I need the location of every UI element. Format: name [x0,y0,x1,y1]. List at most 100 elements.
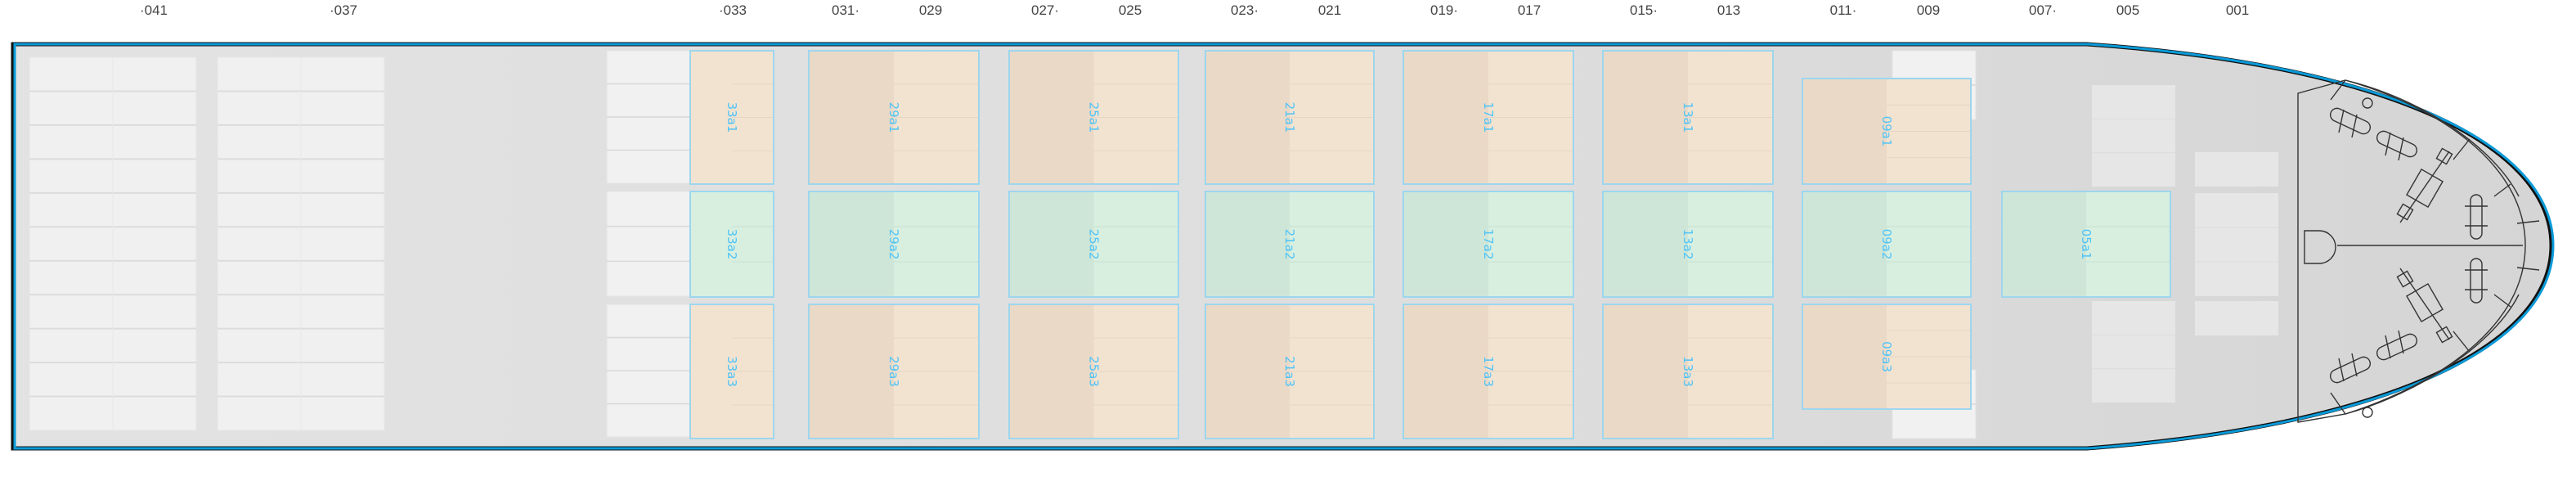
frame-number: ·033 [719,2,747,18]
stack-cell [2092,85,2175,187]
hatch-cover-33a3[interactable]: 33a3 [689,304,774,439]
bay-17: 17a1 17a2 17a3 [1402,50,1574,439]
frame-number: 019· [1430,2,1458,18]
hatch-cover-05a1[interactable]: 05a1 [2001,191,2171,298]
frame-number: 031· [832,2,859,18]
hull-outline-inner [13,43,2555,450]
hatch-cover-17a3[interactable]: 17a3 [1402,304,1574,439]
frame-number: 029 [919,2,942,18]
hatch-cover-09a2[interactable]: 09a2 [1802,191,1972,298]
frame-number: 013 [1717,2,1740,18]
bay-label: 33a3 [725,356,739,387]
hatch-cover-09a3[interactable]: 09a3 [1802,304,1972,410]
hatch-shade [1802,79,1887,184]
hatch-shade [1205,191,1290,297]
frame-number: 011· [1830,2,1857,18]
frame-number: ·041 [140,2,168,18]
bay-grid: 33a1 33a2 33a3 29a1 29a2 29a3 25a1 25a2 25a3 21a1… [689,50,2171,439]
aft-container-stacks [29,56,385,431]
hatch-shade [2002,191,2086,297]
hatch-cover-25a2[interactable]: 25a2 [1008,191,1179,298]
hatch-border [1008,191,1179,298]
hatch-cover-29a1[interactable]: 29a1 [808,50,980,185]
hatch-shade [809,51,894,184]
hatch-shade [1009,304,1094,439]
hatch-cover-17a1[interactable]: 17a1 [1402,50,1574,185]
hatch-shade [1009,191,1094,297]
bay-label: 17a3 [1481,356,1496,387]
hatch-border [1205,50,1375,185]
bay-21: 21a1 21a2 21a3 [1205,50,1375,439]
hatch-border [1008,50,1179,185]
hatch-cover-13a1[interactable]: 13a1 [1602,50,1774,185]
hatch-border [1008,304,1179,439]
hatch-cover-33a1[interactable]: 33a1 [689,50,774,185]
hatch-cover-13a2[interactable]: 13a2 [1602,191,1774,298]
stack-cell [606,191,691,297]
mooring-winch-icon [2396,147,2453,223]
hatch-shade [1802,304,1887,409]
bay-label: 33a1 [725,102,739,133]
hatch-cover-17a2[interactable]: 17a2 [1402,191,1574,298]
hatch-shade [1603,304,1688,439]
hatch-shade [1205,304,1290,439]
hatch-cover-13a3[interactable]: 13a3 [1602,304,1774,439]
bollard-icon [2329,353,2372,384]
fairlead-icon [2362,97,2373,109]
bollard-icon [2329,107,2372,138]
bay-label: 29a2 [886,229,901,260]
hatch-cover-29a3[interactable]: 29a3 [808,304,980,439]
frame-number: 009 [1917,2,1940,18]
bay-25: 25a1 25a2 25a3 [1008,50,1179,439]
bay-29: 29a1 29a2 29a3 [808,50,980,439]
hatch-border [2001,191,2171,298]
bay-label: 25a3 [1087,356,1102,387]
hatch-border [689,304,774,439]
frame-number-ruler: ·041 ·037 ·033 031· 029 027· 025 023· 021 019· 017… [140,2,2249,18]
frame-number: ·037 [330,2,357,18]
hatch-border [1802,304,1972,410]
bay-33: 33a1 33a2 33a3 [689,50,774,439]
hatch-cover-21a3[interactable]: 21a3 [1205,304,1375,439]
frame-number: 017 [1518,2,1541,18]
windlass-icon [2304,230,2336,264]
bay-label: 33a2 [725,229,739,260]
hatch-border [689,50,774,185]
hatch-shade [1403,191,1488,297]
hatch-shade [1603,51,1688,184]
hatch-shade [1009,51,1094,184]
frame-number: 007· [2029,2,2057,18]
hatch-shade [809,304,894,439]
bay-label: 13a2 [1681,229,1695,260]
bay-label: 25a2 [1087,229,1102,260]
bay-label: 13a3 [1681,356,1695,387]
hatch-border [1602,191,1774,298]
hatch-border [1602,50,1774,185]
frame-number: 001 [2226,2,2249,18]
bollard-icon [2465,258,2488,304]
hatch-border [689,191,774,298]
hatch-border [1402,191,1574,298]
bay-label: 25a1 [1087,102,1102,133]
hatch-cover-29a2[interactable]: 29a2 [808,191,980,298]
bay-label: 21a2 [1282,229,1297,260]
hatch-shade [1802,191,1887,297]
hatch-cover-25a1[interactable]: 25a1 [1008,50,1179,185]
hatch-shade [1403,51,1488,184]
hatch-border [808,304,980,439]
hatch-cover-21a1[interactable]: 21a1 [1205,50,1375,185]
frame-number: 005 [2116,2,2139,18]
bollard-icon [2376,130,2418,161]
hatch-border [1402,50,1574,185]
hatch-cover-09a1[interactable]: 09a1 [1802,78,1972,185]
bollard-icon [2376,330,2418,361]
frame-number: 023· [1231,2,1259,18]
mooring-winch-icon [2396,268,2453,344]
hatch-shade [1205,51,1290,184]
hatch-cover-25a3[interactable]: 25a3 [1008,304,1179,439]
hatch-border [808,50,980,185]
hatch-cover-21a2[interactable]: 21a2 [1205,191,1375,298]
hatch-shade [809,191,894,297]
hatch-cover-33a2[interactable]: 33a2 [689,191,774,298]
bay-label: 05a1 [2079,229,2094,260]
